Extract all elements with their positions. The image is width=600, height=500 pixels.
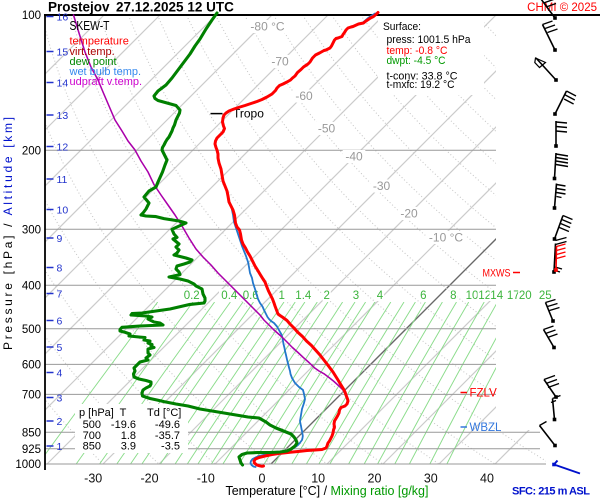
svg-text:2: 2 — [323, 290, 329, 302]
svg-text:dew point: dew point — [70, 56, 117, 68]
svg-text:12: 12 — [57, 141, 69, 153]
svg-text:11: 11 — [57, 174, 68, 186]
svg-text:6: 6 — [420, 290, 426, 302]
svg-text:-49.6: -49.6 — [155, 419, 180, 431]
svg-text:20: 20 — [368, 472, 382, 486]
svg-text:500: 500 — [83, 419, 101, 431]
svg-text:40: 40 — [480, 472, 494, 486]
svg-text:1: 1 — [278, 290, 284, 302]
svg-text:-19.6: -19.6 — [111, 419, 136, 431]
svg-text:SKEW-T: SKEW-T — [70, 18, 110, 33]
svg-text:7: 7 — [57, 288, 63, 300]
svg-text:wet bulb temp.: wet bulb temp. — [69, 66, 142, 78]
svg-text:temp: -0.8 °C: temp: -0.8 °C — [387, 45, 448, 57]
svg-text:-10 °C: -10 °C — [429, 231, 463, 245]
svg-text:1000: 1000 — [15, 459, 41, 471]
svg-text:-10: -10 — [197, 472, 215, 486]
svg-text:3: 3 — [353, 290, 359, 302]
svg-text:6: 6 — [57, 315, 63, 327]
svg-text:10: 10 — [466, 290, 479, 302]
svg-text:p [hPa]: p [hPa] — [79, 407, 114, 419]
svg-text:400: 400 — [22, 281, 41, 293]
svg-text:-30: -30 — [84, 472, 102, 486]
svg-text:MXWS: MXWS — [483, 268, 511, 280]
svg-text:15: 15 — [57, 46, 69, 58]
svg-text:-50: -50 — [318, 122, 336, 136]
svg-text:20: 20 — [519, 290, 532, 302]
svg-text:1.4: 1.4 — [295, 290, 312, 302]
svg-text:dwpt: -4.5 °C: dwpt: -4.5 °C — [387, 55, 446, 67]
svg-text:17: 17 — [507, 290, 520, 302]
svg-text:T: T — [120, 407, 127, 419]
svg-text:Td [°C]: Td [°C] — [147, 407, 181, 419]
svg-text:0.6: 0.6 — [243, 290, 259, 302]
svg-text:t-mxfc: 19.2 °C: t-mxfc: 19.2 °C — [387, 79, 455, 91]
svg-text:-30: -30 — [373, 179, 391, 193]
svg-text:925: 925 — [22, 444, 41, 456]
svg-text:850: 850 — [22, 428, 41, 440]
svg-text:13: 13 — [57, 110, 69, 122]
svg-text:press: 1001.5 hPa: press: 1001.5 hPa — [387, 34, 472, 46]
svg-text:14: 14 — [490, 290, 503, 302]
svg-text:8: 8 — [450, 290, 456, 302]
svg-text:-35.7: -35.7 — [155, 430, 180, 442]
svg-text:3: 3 — [57, 392, 63, 404]
svg-text:-20: -20 — [140, 472, 158, 486]
svg-text:-60: -60 — [295, 89, 313, 103]
svg-text:700: 700 — [22, 390, 41, 402]
svg-text:5: 5 — [57, 342, 63, 354]
svg-text:Tropo: Tropo — [233, 107, 264, 121]
svg-text:10: 10 — [57, 204, 69, 216]
svg-text:300: 300 — [22, 224, 41, 236]
svg-text:-40: -40 — [345, 150, 363, 164]
svg-text:0: 0 — [259, 472, 266, 486]
svg-text:12: 12 — [478, 290, 491, 302]
svg-text:30: 30 — [424, 472, 438, 486]
svg-text:4: 4 — [377, 290, 384, 302]
svg-text:1: 1 — [57, 441, 63, 453]
svg-text:Surface:: Surface: — [383, 21, 421, 33]
svg-text:0.4: 0.4 — [221, 290, 238, 302]
svg-text:3.9: 3.9 — [121, 441, 136, 453]
svg-text:0.2: 0.2 — [184, 290, 200, 302]
svg-text:1.8: 1.8 — [121, 430, 136, 442]
svg-text:200: 200 — [22, 145, 41, 157]
svg-text:CHMI © 2025: CHMI © 2025 — [527, 2, 597, 14]
svg-text:500: 500 — [22, 324, 41, 336]
svg-text:-20: -20 — [400, 207, 418, 221]
svg-text:Prostejov: Prostejov — [48, 0, 110, 15]
svg-text:udpraft v.temp.: udpraft v.temp. — [70, 76, 143, 88]
svg-text:4: 4 — [57, 367, 63, 379]
svg-text:10: 10 — [311, 472, 325, 486]
svg-text:temperature: temperature — [70, 36, 129, 48]
svg-text:850: 850 — [83, 441, 101, 453]
svg-text:t-conv: 33.8 °C: t-conv: 33.8 °C — [387, 70, 458, 82]
svg-text:-80 °C: -80 °C — [250, 20, 284, 34]
svg-text:FZLV: FZLV — [470, 388, 498, 400]
svg-text:100: 100 — [22, 10, 41, 22]
svg-text:2: 2 — [57, 416, 63, 428]
svg-text:700: 700 — [83, 430, 101, 442]
svg-text:WBZL: WBZL — [470, 422, 503, 434]
svg-text:Pressure [hPa] / Altitude [k: Pressure [hPa] / Altitude [km] — [1, 117, 15, 350]
svg-text:25: 25 — [539, 290, 552, 302]
svg-text:virt.temp.: virt.temp. — [70, 46, 115, 58]
svg-text:SFC: 215 m ASL: SFC: 215 m ASL — [512, 486, 590, 498]
svg-text:27.12.2025 12 UTC: 27.12.2025 12 UTC — [116, 0, 234, 15]
svg-text:8: 8 — [57, 262, 63, 274]
svg-text:600: 600 — [22, 360, 41, 372]
svg-text:-3.5: -3.5 — [161, 441, 180, 453]
svg-text:14: 14 — [57, 77, 69, 89]
svg-text:9: 9 — [57, 233, 63, 245]
svg-text:16: 16 — [57, 11, 69, 23]
svg-text:-70: -70 — [271, 55, 289, 69]
svg-text:Temperature [°C] / Mixing ra: Temperature [°C] / Mixing ratio [g/kg] — [225, 484, 428, 498]
